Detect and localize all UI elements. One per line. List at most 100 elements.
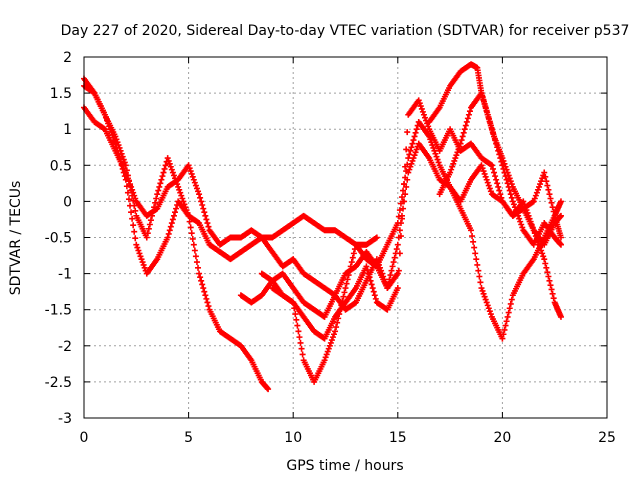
data-point [432, 150, 439, 157]
data-point [396, 207, 403, 214]
data-point [481, 100, 488, 107]
data-point [166, 227, 173, 234]
data-point [496, 187, 503, 194]
data-point [265, 386, 272, 393]
data-point [134, 244, 141, 251]
data-point [479, 287, 486, 294]
data-point [328, 337, 335, 344]
data-point [505, 183, 512, 190]
data-point [409, 140, 416, 147]
data-point [193, 259, 200, 266]
data-point [345, 272, 352, 279]
data-point [135, 247, 142, 254]
data-point [544, 182, 551, 189]
data-point [416, 100, 423, 107]
data-point [430, 144, 437, 151]
data-point [549, 290, 556, 297]
series-track-1 [81, 82, 272, 393]
data-point [113, 144, 120, 151]
x-tick-label: 10 [284, 430, 302, 446]
data-point [479, 165, 486, 172]
data-point [101, 111, 108, 118]
data-point [485, 305, 492, 312]
data-point [326, 342, 333, 349]
x-tick-label: 25 [598, 430, 616, 446]
data-point [180, 198, 187, 205]
data-point [407, 147, 414, 154]
data-point [482, 173, 489, 180]
y-tick-label: -0.5 [45, 231, 72, 247]
data-point [463, 118, 470, 125]
data-point [419, 108, 426, 115]
data-point [105, 120, 112, 127]
data-point [170, 172, 177, 179]
data-point [480, 290, 487, 297]
data-point [197, 274, 204, 281]
data-point [108, 129, 115, 136]
data-point [481, 293, 488, 300]
data-point [492, 173, 499, 180]
data-point [348, 259, 355, 266]
data-point [398, 194, 405, 201]
data-point [545, 273, 552, 280]
data-point [107, 126, 114, 133]
data-point [489, 165, 496, 172]
data-point [197, 194, 204, 201]
y-tick-label: -3 [58, 411, 72, 427]
data-point [178, 192, 185, 199]
data-point [330, 331, 337, 338]
data-point [512, 207, 519, 214]
x-axis-label: GPS time / hours [286, 458, 403, 474]
data-point [202, 212, 209, 219]
data-point [508, 296, 515, 303]
data-point [167, 223, 174, 230]
data-point [426, 133, 433, 140]
data-point [198, 277, 205, 284]
data-point [189, 235, 196, 242]
data-point [465, 111, 472, 118]
data-point [488, 126, 495, 133]
data-point [500, 331, 507, 338]
data-point [294, 322, 301, 329]
data-point [499, 162, 506, 169]
data-point [483, 108, 490, 115]
data-point [476, 273, 483, 280]
data-point [454, 149, 461, 156]
y-tick-label: 0.5 [50, 158, 72, 174]
data-point [131, 228, 138, 235]
data-point [338, 302, 345, 309]
data-point [187, 224, 194, 231]
data-point [109, 131, 116, 138]
data-point [455, 146, 462, 153]
data-point [291, 305, 298, 312]
data-point [397, 200, 404, 207]
data-point [515, 212, 522, 219]
data-point [293, 316, 300, 323]
data-point [546, 191, 553, 198]
x-tick-label: 15 [389, 430, 407, 446]
data-point [169, 169, 176, 176]
data-point [453, 152, 460, 159]
data-point [538, 178, 545, 185]
data-point [327, 339, 334, 346]
data-point [329, 334, 336, 341]
series-track-8 [436, 90, 564, 248]
data-point [503, 318, 510, 325]
y-tick-label: -1 [58, 267, 72, 283]
data-point [405, 155, 412, 162]
data-point [543, 178, 550, 185]
data-point [129, 215, 136, 222]
data-point [403, 168, 410, 175]
data-point [365, 270, 372, 277]
data-point [165, 157, 172, 164]
data-point [123, 183, 130, 190]
data-point [519, 224, 526, 231]
data-point [389, 263, 396, 270]
data-point [110, 134, 117, 141]
data-point [482, 296, 489, 303]
data-point [486, 308, 493, 315]
data-point [482, 104, 489, 111]
data-point [557, 313, 564, 320]
data-point [486, 118, 493, 125]
